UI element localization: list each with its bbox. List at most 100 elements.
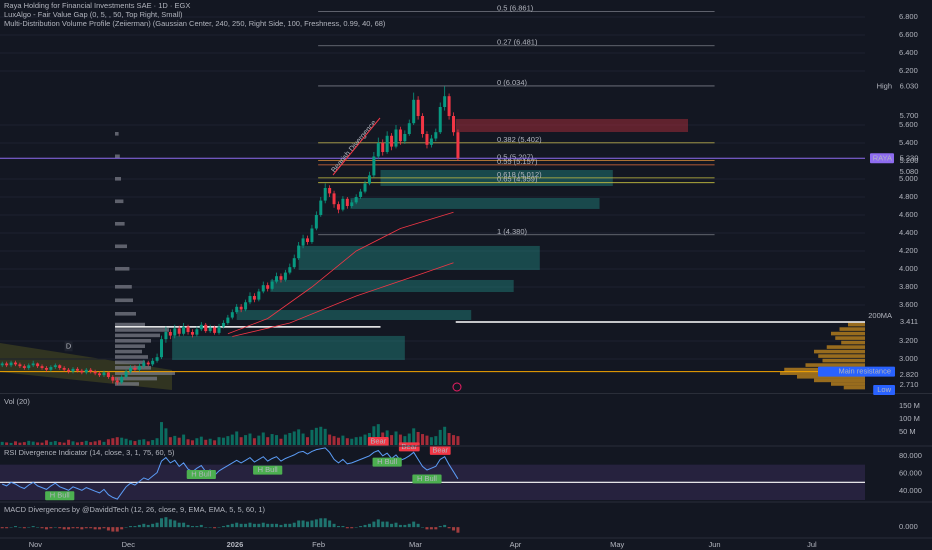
signal-label: H Bull [191,470,211,479]
histogram-bar [244,523,248,528]
volume-bar [341,435,345,445]
volume-bar [159,422,163,445]
histogram-bar [350,527,354,529]
volume-bar [301,433,305,445]
candle-body [323,187,327,201]
volume-bar [443,426,447,445]
histogram-bar [363,524,367,528]
volume-bar [328,434,332,445]
candle-body [252,295,256,300]
event-icon [452,382,462,392]
price-name: Main resistance [838,367,891,376]
signal-label: H Bull [258,465,278,474]
volume-bar [111,438,115,445]
candle-body [186,326,190,332]
histogram-bar [40,527,44,529]
histogram-bar [310,520,314,528]
volume-profile-bar [115,344,145,348]
candle-body [204,324,208,332]
price-label: 3.411 [900,317,918,326]
fair-value-gap [270,279,514,293]
volume-bar [421,434,425,445]
histogram-bar [421,527,425,528]
volume-bar [89,442,93,445]
y-tick-label: 80.000 [899,451,922,460]
candle-body [319,200,323,215]
volume-bar [204,439,208,445]
volume-bar [425,435,429,445]
volume-bar [354,437,358,445]
candle-body [36,363,40,367]
histogram-bar [186,524,190,528]
histogram-bar [372,521,376,528]
histogram-bar [62,527,66,530]
histogram-bar [133,526,137,528]
volume-bar [292,431,296,445]
histogram-bar [288,523,292,528]
fib-label: 0 (6.034) [497,78,528,87]
signal-box [186,470,216,480]
candle-body [182,326,186,334]
histogram-bar [159,518,163,528]
candle-body [159,339,163,358]
histogram-bar [359,526,363,528]
volume-bar [350,438,354,445]
x-tick-label: Feb [312,540,325,549]
volume-profile-bar [115,360,145,365]
fib-label: 1 (4.380) [497,227,528,236]
candle-body [18,364,22,367]
candle-body [261,285,265,292]
fair-value-gap [298,245,540,270]
volume-bar [266,437,270,445]
volume-bar [146,441,150,445]
histogram-bar [279,524,283,528]
candle-body [328,187,332,194]
volume-profile-bar [797,374,865,379]
volume-bar [438,429,442,445]
candle-body [367,175,371,184]
histogram-bar [416,523,420,528]
volume-bar [58,442,62,445]
histogram-bar [120,527,124,530]
histogram-bar [151,523,155,528]
candle-body [336,204,340,210]
price-name: Low [877,385,891,394]
volume-bar [323,428,327,445]
volume-bar [270,434,274,445]
volume-profile-bar [814,378,865,383]
histogram-bar [93,527,97,530]
signal-box [429,445,451,455]
candle-body [438,106,442,133]
histogram-bar [44,527,48,530]
volume-bar [199,436,203,445]
volume-bar [319,426,323,445]
candle-body [115,380,119,383]
y-tick-label: 6.800 [899,12,918,21]
volume-bar [359,436,363,445]
volume-bar [177,437,181,445]
volume-bar [279,438,283,445]
histogram-bar [434,527,438,530]
signal-box [253,465,283,475]
candle-body [49,367,53,370]
histogram-bar [332,523,336,528]
candle-body [381,142,385,152]
volume-profile-bar [115,349,142,354]
y-tick-label: 4.400 [899,228,918,237]
volume-bar [106,439,110,445]
x-tick-label: Dec [122,540,136,549]
candle-body [71,368,75,372]
candle-body [350,202,354,206]
histogram-bar [403,524,407,528]
volume-profile-bar [115,376,157,381]
histogram-bar [456,527,460,533]
volume-bar [363,434,367,445]
fair-value-gap [350,197,600,209]
histogram-bar [204,527,208,528]
candle-body [102,372,106,376]
volume-bar [310,429,314,445]
volume-profile-bar [115,131,119,136]
candle-body [363,183,367,192]
y-tick-label: 4.800 [899,192,918,201]
